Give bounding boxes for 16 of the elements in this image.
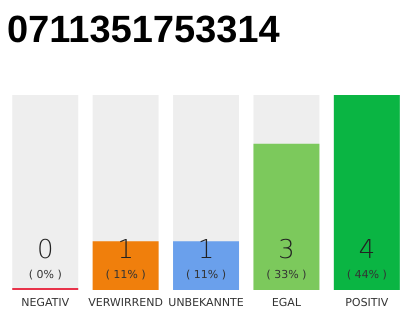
x-tick-label: UNBEKANNTE	[168, 296, 244, 309]
x-tick-label: VERWIRREND	[88, 296, 163, 309]
annotation: ( 11% )	[106, 268, 146, 281]
data-label: 1	[198, 235, 214, 265]
chart-title: 0711351753314	[6, 8, 281, 53]
annotation: ( 33% )	[266, 268, 306, 281]
data-label: 4	[358, 235, 376, 265]
data-label: 0	[36, 235, 54, 265]
annotation: ( 11% )	[186, 268, 226, 281]
x-tick-label: NEGATIV	[21, 296, 70, 309]
annotation: ( 0% )	[28, 268, 62, 281]
data-label: 1	[117, 235, 134, 265]
data-label: 3	[278, 235, 295, 265]
x-tick-label: EGAL	[272, 296, 302, 309]
annotation: ( 44% )	[346, 268, 387, 281]
x-tick-label: POSITIV	[345, 296, 389, 309]
